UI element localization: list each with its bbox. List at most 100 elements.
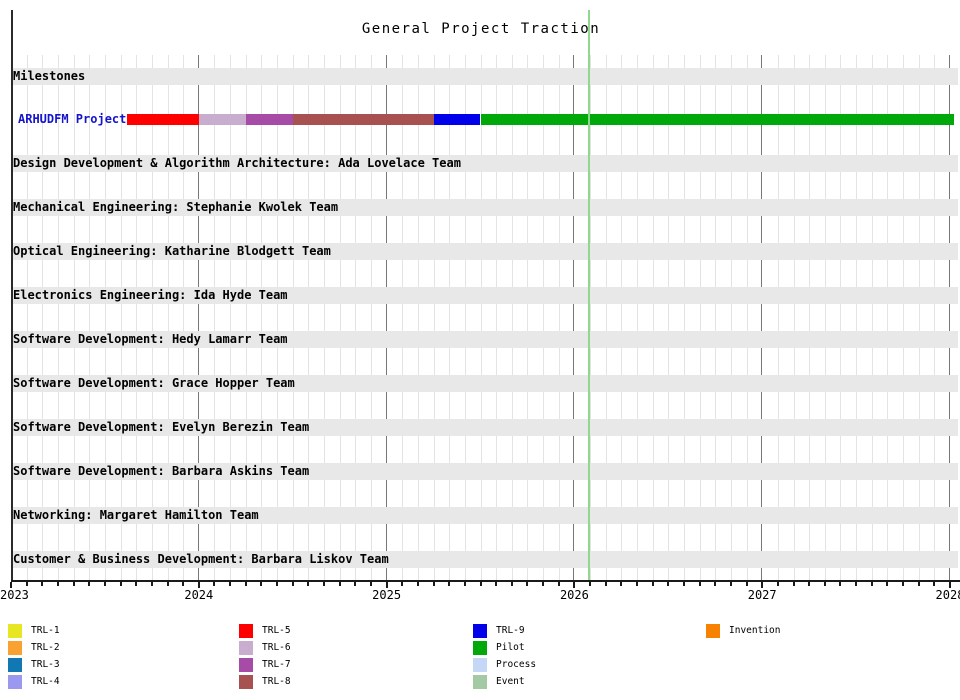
x-axis-month-tick xyxy=(495,582,498,586)
legend-swatch-invention xyxy=(706,624,720,638)
x-axis-year-tick xyxy=(197,582,200,588)
row-label: Electronics Engineering: Ida Hyde Team xyxy=(13,288,288,303)
x-axis-month-tick xyxy=(135,582,138,586)
minor-gridline xyxy=(449,55,451,580)
minor-gridline xyxy=(370,55,372,580)
x-axis-month-tick xyxy=(589,582,592,586)
bar-segment-trl-6 xyxy=(198,114,246,126)
row-band xyxy=(12,199,958,217)
today-line-rule xyxy=(588,10,591,580)
minor-gridline xyxy=(42,55,44,580)
x-axis-month-tick xyxy=(25,582,28,586)
row-band xyxy=(12,462,958,480)
x-axis-month-tick xyxy=(72,582,75,586)
legend-label: TRL-2 xyxy=(31,642,60,653)
x-axis-year-tick xyxy=(573,582,576,588)
minor-gridline xyxy=(480,55,482,580)
legend-swatch-trl-4 xyxy=(8,675,22,689)
legend-swatch-trl-8 xyxy=(239,675,253,689)
x-axis-month-tick xyxy=(479,582,482,586)
year-gridline xyxy=(761,55,763,580)
minor-gridline xyxy=(89,55,91,580)
bar-segment-trl-9 xyxy=(433,114,481,126)
minor-gridline xyxy=(918,55,920,580)
minor-gridline xyxy=(433,55,435,580)
legend-label: TRL-1 xyxy=(31,625,60,636)
minor-gridline xyxy=(417,55,419,580)
x-axis-year-tick xyxy=(385,582,388,588)
x-axis-month-tick xyxy=(182,582,185,586)
legend-swatch-event xyxy=(473,675,487,689)
x-axis-month-tick xyxy=(933,582,936,586)
bar-segment-trl-8 xyxy=(292,114,434,126)
x-axis-month-tick xyxy=(291,582,294,586)
x-axis-tick-label: 2027 xyxy=(747,588,777,602)
x-axis-year-tick xyxy=(949,582,951,588)
minor-gridline xyxy=(730,55,732,580)
legend-label: TRL-6 xyxy=(262,642,291,653)
x-axis-month-tick xyxy=(260,582,263,586)
x-axis-month-tick xyxy=(886,582,889,586)
minor-gridline xyxy=(809,55,811,580)
x-axis-month-tick xyxy=(870,582,873,586)
row-band xyxy=(12,155,958,173)
x-axis-month-tick xyxy=(56,582,59,586)
bar-segment-trl-7 xyxy=(245,114,293,126)
x-axis-month-tick xyxy=(119,582,122,586)
row-label: Milestones xyxy=(13,68,86,83)
legend-swatch-trl-5 xyxy=(239,624,253,638)
minor-gridline xyxy=(746,55,748,580)
minor-gridline xyxy=(73,55,75,580)
x-axis-month-tick xyxy=(88,582,91,586)
project-row-label: ARHUDFM Project xyxy=(18,112,127,127)
minor-gridline xyxy=(637,55,638,580)
x-axis-month-tick xyxy=(604,582,607,586)
row-band xyxy=(12,506,958,524)
minor-gridline xyxy=(57,55,59,580)
legend-label: TRL-4 xyxy=(31,676,60,687)
year-gridline xyxy=(197,55,199,580)
legend-swatch-trl-9 xyxy=(473,624,487,638)
x-axis-month-tick xyxy=(41,582,44,586)
row-label: Design Development & Algorithm Architect… xyxy=(13,156,461,171)
x-axis-month-tick xyxy=(338,582,341,586)
x-axis-month-tick xyxy=(698,582,701,586)
minor-gridline xyxy=(292,55,294,580)
year-gridline xyxy=(573,55,575,580)
legend-label: TRL-8 xyxy=(262,676,291,687)
minor-gridline xyxy=(464,55,466,580)
x-axis-year-tick xyxy=(10,582,12,588)
minor-gridline xyxy=(402,55,404,580)
minor-gridline xyxy=(104,55,106,580)
legend-label: Pilot xyxy=(496,642,525,653)
x-axis-month-tick xyxy=(902,582,905,586)
minor-gridline xyxy=(261,55,263,580)
x-axis-year-tick xyxy=(761,582,764,588)
row-band xyxy=(12,287,958,305)
x-axis-month-tick xyxy=(448,582,451,586)
legend-label: TRL-9 xyxy=(496,625,525,636)
x-axis-month-tick xyxy=(542,582,545,586)
legend-label: TRL-3 xyxy=(31,659,60,670)
minor-gridline xyxy=(527,55,529,580)
minor-gridline xyxy=(324,55,325,580)
x-axis-month-tick xyxy=(416,582,419,586)
legend-swatch-trl-3 xyxy=(8,658,22,672)
x-axis-month-tick xyxy=(213,582,216,586)
minor-gridline xyxy=(887,55,889,580)
x-axis-month-tick xyxy=(557,582,560,586)
x-axis-month-tick xyxy=(369,582,372,586)
x-axis-month-tick xyxy=(526,582,529,586)
x-axis-month-tick xyxy=(463,582,466,586)
minor-gridline xyxy=(214,55,216,580)
x-axis-month-tick xyxy=(620,582,623,586)
minor-gridline xyxy=(683,55,685,580)
minor-gridline xyxy=(715,55,717,580)
x-axis-month-tick xyxy=(401,582,404,586)
x-axis-tick-label: 2026 xyxy=(559,588,589,602)
minor-gridline xyxy=(167,55,169,580)
x-axis-month-tick xyxy=(166,582,169,586)
x-axis-month-tick xyxy=(776,582,779,586)
x-axis-month-tick xyxy=(323,582,325,586)
minor-gridline xyxy=(699,55,701,580)
